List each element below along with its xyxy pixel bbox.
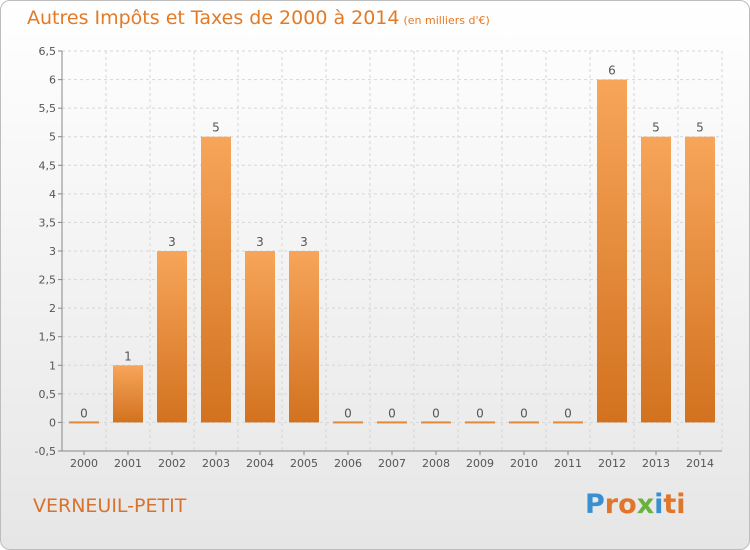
x-tick-label: 2008 — [422, 457, 450, 470]
logo-letter: P — [585, 489, 605, 520]
data-label: 0 — [564, 406, 572, 420]
bar — [421, 421, 451, 424]
y-tick-label: 6 — [49, 74, 56, 87]
data-label: 0 — [520, 406, 528, 420]
data-labels: 0 1 3 5 3 3 0 0 0 0 0 0 6 5 5 — [80, 64, 704, 421]
data-label: 5 — [212, 121, 220, 135]
data-label: 5 — [696, 121, 704, 135]
y-tick-label: 0,5 — [39, 388, 57, 401]
data-label: 0 — [80, 406, 88, 420]
x-tick-label: 2013 — [642, 457, 670, 470]
logo-letter: ti — [663, 489, 686, 520]
y-tick-label: 2 — [49, 302, 56, 315]
x-tick-label: 2000 — [70, 457, 98, 470]
data-label: 0 — [344, 406, 352, 420]
bar — [597, 79, 627, 423]
y-tick-label: 4 — [49, 188, 56, 201]
bar — [685, 136, 715, 423]
x-tick-label: 2012 — [598, 457, 626, 470]
logo-letter: x — [636, 489, 655, 520]
x-tick-label: 2002 — [158, 457, 186, 470]
x-tick-label: 2010 — [510, 457, 538, 470]
logo-letter: o — [618, 489, 637, 520]
bar — [333, 421, 363, 424]
bar — [509, 421, 539, 424]
bar — [641, 136, 671, 423]
x-tick-label: 2009 — [466, 457, 494, 470]
y-tick-label: -0,5 — [35, 445, 56, 458]
bar — [553, 421, 583, 424]
x-tick-label: 2006 — [334, 457, 362, 470]
place-name: VERNEUIL-PETIT — [33, 495, 187, 517]
x-tick-label: 2001 — [114, 457, 142, 470]
proxiti-logo: Proxiti — [585, 489, 686, 520]
data-label: 3 — [256, 235, 264, 249]
y-tick-label: 3 — [49, 245, 56, 258]
y-tick-label: 5 — [49, 131, 56, 144]
bar — [377, 421, 407, 424]
y-tick-label: 3,5 — [39, 216, 57, 229]
y-tick-label: 5,5 — [39, 102, 57, 115]
x-tick-label: 2005 — [290, 457, 318, 470]
y-tick-labels: -0,5 0 0,5 1 1,5 2 2,5 3 3,5 4 4,5 5 5,5 6 6,5 — [35, 45, 56, 458]
y-tick-label: 1,5 — [39, 331, 57, 344]
chart-title-text: Autres Impôts et Taxes de 2000 à 2014 — [27, 7, 400, 29]
x-tick-label: 2011 — [554, 457, 582, 470]
bar — [289, 251, 319, 423]
y-tick-label: 0 — [49, 416, 56, 429]
bar — [157, 251, 187, 423]
bar — [113, 365, 143, 423]
bar — [245, 251, 275, 423]
chart-unit: (en milliers d'€) — [403, 14, 490, 27]
y-tick-label: 4,5 — [39, 159, 57, 172]
x-tick-label: 2003 — [202, 457, 230, 470]
logo-letter: r — [604, 489, 619, 520]
y-tick-label: 2,5 — [39, 274, 57, 287]
y-tick-label: 6,5 — [39, 45, 57, 58]
axes — [58, 50, 722, 455]
chart-title: Autres Impôts et Taxes de 2000 à 2014 (en… — [27, 7, 490, 29]
data-label: 5 — [652, 121, 660, 135]
logo-letter: i — [654, 489, 664, 520]
bars — [69, 79, 715, 424]
bar — [201, 136, 231, 423]
data-label: 0 — [432, 406, 440, 420]
data-label: 1 — [124, 349, 132, 363]
bar — [69, 421, 99, 424]
data-label: 0 — [476, 406, 484, 420]
bar — [465, 421, 495, 424]
x-tick-label: 2014 — [686, 457, 714, 470]
x-tick-label: 2004 — [246, 457, 274, 470]
data-label: 0 — [388, 406, 396, 420]
data-label: 3 — [168, 235, 176, 249]
data-label: 3 — [300, 235, 308, 249]
y-tick-label: 1 — [49, 359, 56, 372]
x-tick-labels: 2000 2001 2002 2003 2004 2005 2006 2007 2008 2009… — [70, 457, 714, 470]
data-label: 6 — [608, 64, 616, 78]
x-tick-label: 2007 — [378, 457, 406, 470]
